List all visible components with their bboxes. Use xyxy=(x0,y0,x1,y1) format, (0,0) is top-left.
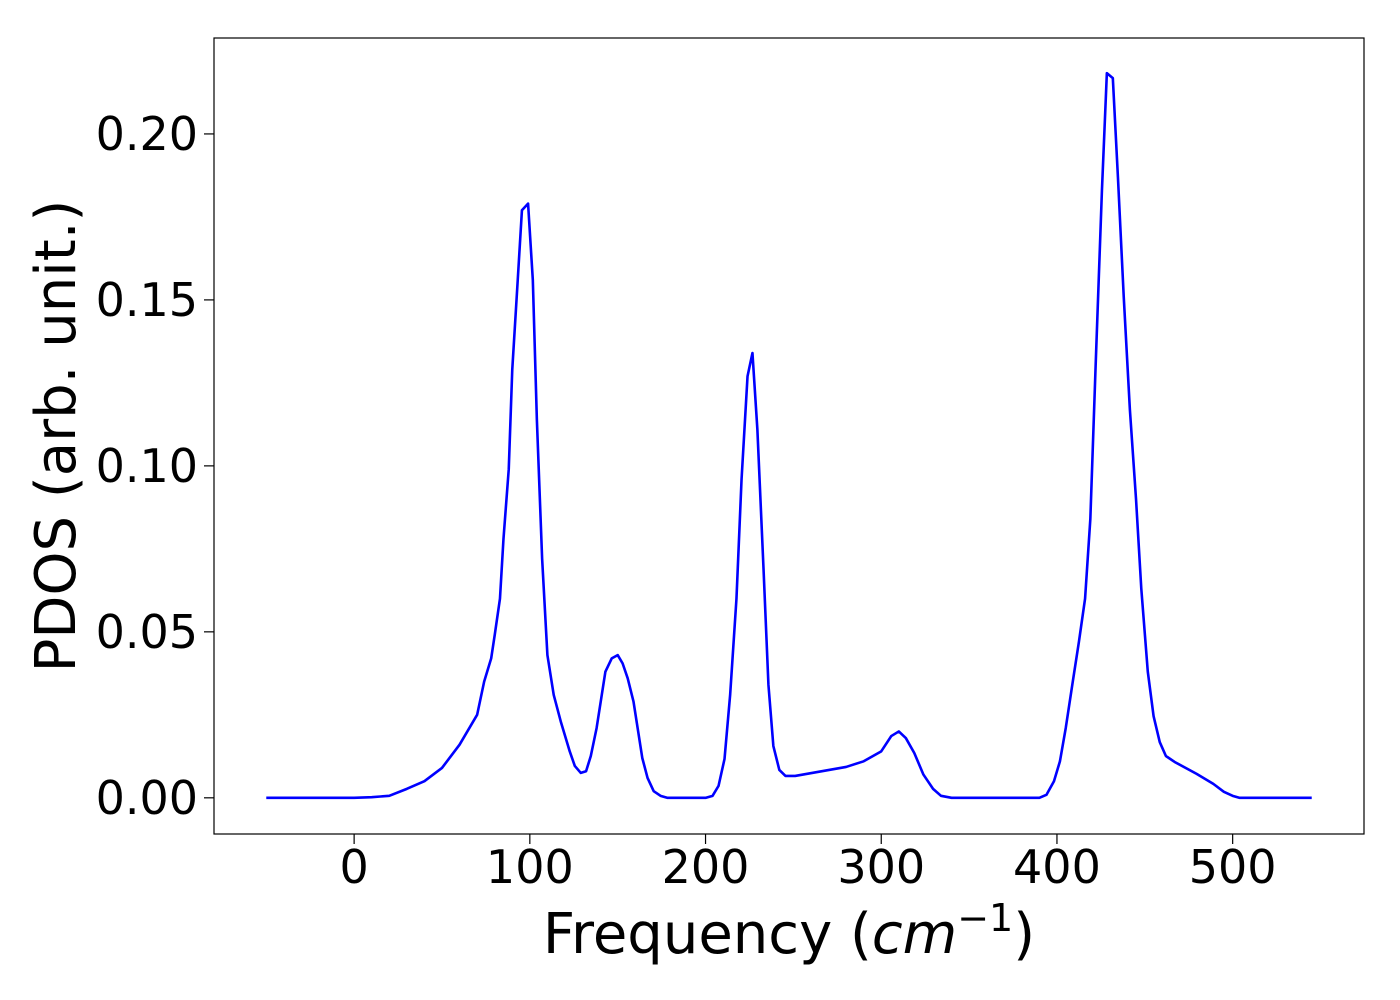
x-tick-label: 200 xyxy=(662,840,750,894)
y-axis-label: PDOS (arb. unit.) xyxy=(24,200,89,673)
x-tick-label: 100 xyxy=(486,840,574,894)
data-line xyxy=(266,71,1312,800)
y-tick-label: 0.20 xyxy=(96,107,198,161)
y-tick-label: 0.15 xyxy=(96,273,198,327)
x-axis-label: Frequency (cm−1) xyxy=(543,896,1035,967)
x-tick-label: 500 xyxy=(1189,840,1277,894)
y-tick-label: 0.00 xyxy=(96,771,198,825)
y-tick-label: 0.05 xyxy=(96,605,198,659)
x-label-close: ) xyxy=(1013,902,1035,967)
x-tick-label: 300 xyxy=(837,840,925,894)
x-label-unit: cm xyxy=(872,902,957,967)
plot-frame xyxy=(213,37,1365,835)
y-tick-label: 0.10 xyxy=(96,439,198,493)
x-tick-label: 0 xyxy=(339,840,368,894)
x-tick-label: 400 xyxy=(1013,840,1101,894)
x-label-text: Frequency ( xyxy=(543,902,872,967)
x-label-exponent: −1 xyxy=(957,896,1013,940)
